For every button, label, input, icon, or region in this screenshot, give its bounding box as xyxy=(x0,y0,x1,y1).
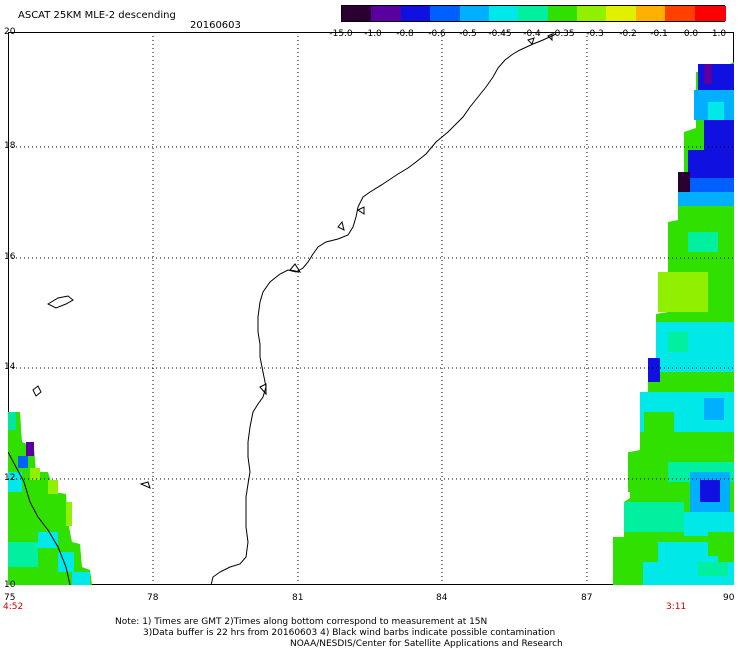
colorbar-segment xyxy=(518,6,550,21)
colorbar-segment xyxy=(577,6,609,21)
lat-label: 18 xyxy=(4,141,16,151)
lat-label: 10 xyxy=(4,580,16,590)
colorbar-segment xyxy=(371,6,403,21)
colorbar-segment xyxy=(606,6,638,21)
colorbar-label: -0.5 xyxy=(459,29,477,39)
lon-label: 87 xyxy=(581,593,593,603)
wind-data-right-swath xyxy=(613,62,734,585)
product-date: 20160603 xyxy=(190,20,241,31)
note-line-1: Note: 1) Times are GMT 2)Times along bot… xyxy=(115,617,488,627)
colorbar-label: -0.3 xyxy=(586,29,604,39)
lon-label: 81 xyxy=(292,593,304,603)
lon-label: 90 xyxy=(723,593,735,603)
colorbar-label: -1.0 xyxy=(364,29,382,39)
colorbar-segment xyxy=(635,6,668,21)
lon-label: 75 xyxy=(4,593,16,603)
product-title: ASCAT 25KM MLE-2 descending xyxy=(18,10,176,21)
colorbar-labels: -15.0 -1.0 -0.8 -0.6 -0.5 -0.45 -0.4 -0.… xyxy=(329,9,726,39)
colorbar-label: -0.2 xyxy=(619,29,637,39)
colorbar-label: 1.0 xyxy=(711,29,727,39)
colorbar-label: 0.0 xyxy=(683,29,699,39)
coastline xyxy=(8,33,557,585)
time-left: 4:52 xyxy=(3,602,24,612)
lat-label: 16 xyxy=(4,252,16,262)
colorbar-label: -0.6 xyxy=(428,29,446,39)
note-line-2: 3)Data buffer is 22 hrs from 20160603 4)… xyxy=(143,628,556,638)
colorbar-segment xyxy=(547,6,579,21)
lon-label: 78 xyxy=(147,593,159,603)
colorbar-label: -0.45 xyxy=(488,29,512,39)
colorbar-label: -0.4 xyxy=(523,29,541,39)
colorbar-segment xyxy=(400,6,433,21)
lon-label: 84 xyxy=(436,593,448,603)
time-right: 3:11 xyxy=(666,602,687,612)
colorbar-label: -15.0 xyxy=(329,29,353,39)
lat-lon-grid xyxy=(8,32,734,585)
colorbar-segment xyxy=(459,6,491,21)
lat-label: 20 xyxy=(4,27,16,37)
lat-label: 14 xyxy=(4,362,16,372)
colorbar-segment xyxy=(342,6,374,21)
colorbar-segment xyxy=(488,6,521,21)
lat-label: 12 xyxy=(4,473,16,483)
colorbar-label: -0.1 xyxy=(650,29,668,39)
colorbar-segment xyxy=(665,6,697,21)
colorbar-segment xyxy=(694,6,726,21)
note-line-3: NOAA/NESDIS/Center for Satellite Applica… xyxy=(290,639,563,649)
colorbar-label: -0.35 xyxy=(551,29,575,39)
map-canvas xyxy=(8,32,734,585)
map-plot xyxy=(8,32,734,585)
colorbar-label: -0.8 xyxy=(396,29,414,39)
colorbar-segment xyxy=(430,6,462,21)
colorbar xyxy=(341,5,726,22)
wind-data-left-swath xyxy=(8,412,92,585)
